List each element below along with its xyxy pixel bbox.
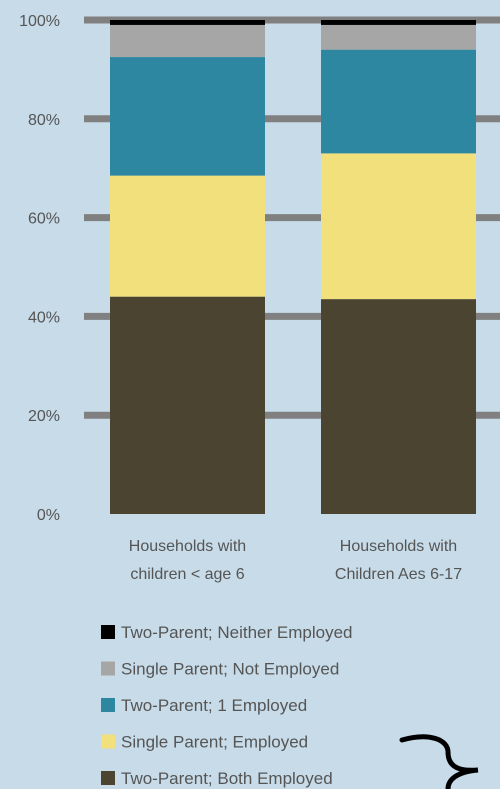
y-tick-label: 80% [28,112,60,129]
bars [110,20,476,514]
x-category-label: Households with [340,538,457,555]
legend-label: Two-Parent; 1 Employed [121,696,307,715]
bar-segment [321,153,476,300]
x-category-label: children < age 6 [130,566,244,583]
bar-segment [110,57,265,176]
y-tick-label: 60% [28,211,60,228]
x-category-label: Households with [129,538,246,555]
bar-segment [321,24,476,50]
legend: Two-Parent; Neither Employed Single Paren… [101,623,353,788]
legend-swatch [101,625,115,639]
legend-label: Two-Parent; Neither Employed [121,623,353,642]
y-tick-label: 40% [28,309,60,326]
y-tick-label: 0% [37,507,60,524]
bar-segment [110,175,265,297]
x-category-label: Children Aes 6-17 [335,566,462,583]
legend-swatch [101,771,115,785]
y-tick-label: 20% [28,408,60,425]
legend-label: Two-Parent; Both Employed [121,769,333,788]
bar-segment [321,299,476,514]
bar-segment [110,24,265,58]
legend-label: Single Parent; Employed [121,733,308,752]
legend-swatch [101,661,115,676]
bar-segment [110,296,265,514]
bar-segment [321,49,476,154]
y-tick-label: 100% [19,13,60,30]
bar-segment [321,20,476,25]
legend-label: Single Parent; Not Employed [121,660,339,679]
curly-brace-annotation [399,734,479,789]
legend-swatch [101,698,115,712]
y-axis: 0% 20% 40% 60% 80% 100% [19,13,60,524]
x-axis: Households with children < age 6 Household… [129,538,462,583]
bar-segment [110,20,265,25]
legend-swatch [101,734,115,749]
